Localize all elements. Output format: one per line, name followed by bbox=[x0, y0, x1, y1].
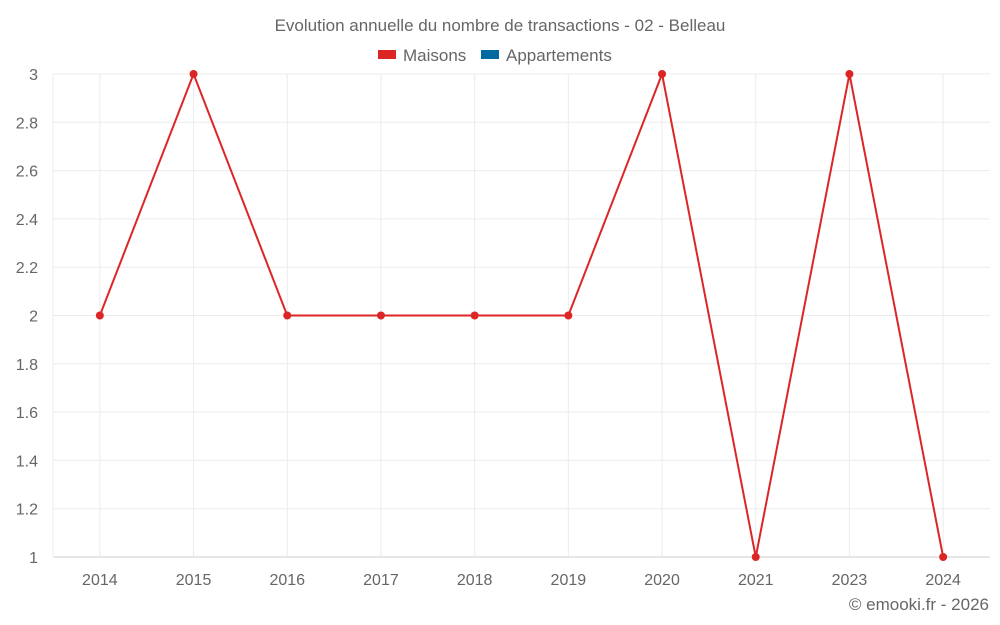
legend-swatch-appartements[interactable] bbox=[481, 50, 499, 59]
y-tick-label: 2.4 bbox=[16, 212, 38, 229]
data-point[interactable] bbox=[470, 311, 479, 320]
data-point[interactable] bbox=[939, 553, 948, 561]
series-line-maisons bbox=[98, 70, 945, 558]
credit-text: © emooki.fr - 2026 bbox=[849, 595, 989, 614]
x-tick-label: 2023 bbox=[832, 572, 868, 589]
x-tick-label: 2017 bbox=[363, 572, 399, 589]
y-tick-label: 1.6 bbox=[16, 405, 38, 422]
legend: Maisons Appartements bbox=[378, 46, 612, 65]
data-point[interactable] bbox=[658, 70, 667, 78]
x-tick-label: 2019 bbox=[551, 572, 587, 589]
x-tick-label: 2014 bbox=[82, 572, 118, 589]
x-tick-label: 2018 bbox=[457, 572, 493, 589]
legend-label-appartements[interactable]: Appartements bbox=[506, 46, 612, 65]
y-tick-label: 2.8 bbox=[16, 115, 38, 132]
data-point[interactable] bbox=[283, 311, 292, 320]
x-tick-label: 2021 bbox=[738, 572, 774, 589]
legend-swatch-maisons[interactable] bbox=[378, 50, 396, 59]
data-point[interactable] bbox=[189, 70, 198, 78]
y-tick-label: 1.4 bbox=[16, 453, 38, 470]
y-tick-label: 1.2 bbox=[16, 502, 38, 519]
x-tick-label: 2020 bbox=[644, 572, 680, 589]
y-tick-label: 2 bbox=[29, 309, 38, 326]
data-point[interactable] bbox=[564, 311, 573, 320]
x-tick-label: 2024 bbox=[925, 572, 961, 589]
series-maisons bbox=[95, 70, 948, 561]
y-tick-label: 2.6 bbox=[16, 164, 38, 181]
x-tick-label: 2016 bbox=[269, 572, 305, 589]
legend-label-maisons[interactable]: Maisons bbox=[403, 46, 466, 65]
x-axis: 2014 2015 2016 2017 2018 2019 2020 2021 2023 2024 bbox=[82, 572, 961, 589]
data-point[interactable] bbox=[376, 311, 385, 320]
y-tick-label: 1.8 bbox=[16, 357, 38, 374]
chart-title: Evolution annuelle du nombre de transact… bbox=[275, 16, 726, 35]
data-point[interactable] bbox=[845, 70, 854, 78]
data-point[interactable] bbox=[751, 553, 760, 561]
x-tick-label: 2015 bbox=[176, 572, 212, 589]
y-tick-label: 2.2 bbox=[16, 260, 38, 277]
y-axis: 1 1.2 1.4 1.6 1.8 2 2.2 2.4 2.6 2.8 3 bbox=[16, 67, 38, 567]
y-tick-label: 1 bbox=[29, 550, 38, 567]
y-tick-label: 3 bbox=[29, 67, 38, 84]
data-point[interactable] bbox=[95, 311, 104, 320]
